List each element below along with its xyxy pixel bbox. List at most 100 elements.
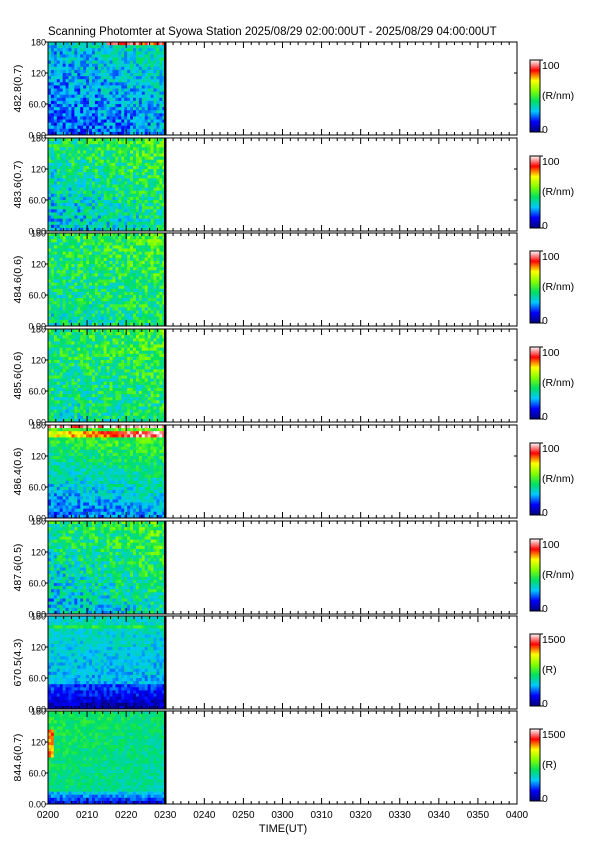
- heatmap-cell: [112, 251, 116, 256]
- heatmap-cell: [118, 387, 122, 392]
- heatmap-cell: [59, 57, 64, 61]
- heatmap-cell: [59, 356, 64, 361]
- heatmap-cell: [59, 159, 64, 164]
- heatmap-cell: [77, 128, 81, 133]
- heatmap-cell: [89, 409, 93, 414]
- heatmap-cell: [121, 57, 125, 61]
- heatmap-cell: [127, 387, 131, 392]
- heatmap-cell: [138, 221, 143, 226]
- heatmap-cell: [89, 233, 93, 237]
- heatmap-cell: [94, 344, 99, 348]
- heatmap-cell: [118, 400, 122, 404]
- heatmap-cell: [94, 412, 99, 417]
- heatmap-cell: [74, 227, 78, 232]
- heatmap-cell: [138, 110, 143, 114]
- heatmap-cell: [97, 212, 102, 216]
- heatmap-cell: [50, 372, 55, 376]
- heatmap-cell: [68, 116, 72, 120]
- heatmap-cell: [100, 175, 105, 179]
- heatmap-cell: [59, 45, 64, 49]
- heatmap-cell: [135, 406, 140, 410]
- heatmap-cell: [121, 203, 125, 207]
- heatmap-cell: [80, 267, 84, 271]
- heatmap-cell: [118, 122, 122, 127]
- heatmap-cell: [71, 301, 75, 305]
- heatmap-cell: [86, 141, 90, 145]
- heatmap-cell: [94, 203, 99, 207]
- heatmap-cell: [103, 181, 108, 185]
- heatmap-cell: [48, 224, 52, 229]
- heatmap-cell: [118, 69, 122, 74]
- heatmap-cell: [94, 57, 99, 61]
- heatmap-cell: [162, 79, 166, 83]
- heatmap-cell: [83, 113, 87, 117]
- heatmap-cell: [121, 360, 125, 364]
- heatmap-cell: [162, 322, 166, 327]
- heatmap-cell: [53, 141, 58, 145]
- heatmap-cell: [59, 310, 64, 314]
- heatmap-cell: [59, 418, 64, 423]
- heatmap-cell: [56, 409, 61, 414]
- heatmap-cell: [80, 412, 84, 417]
- heatmap-cell: [56, 119, 61, 123]
- heatmap-cell: [112, 193, 116, 198]
- heatmap-cell: [71, 51, 75, 55]
- heatmap-cell: [118, 224, 122, 229]
- heatmap-cell: [127, 378, 131, 383]
- heatmap-cell: [118, 128, 122, 133]
- heatmap-cell: [127, 242, 131, 246]
- heatmap-cell: [121, 316, 125, 321]
- heatmap-cell: [115, 150, 119, 154]
- heatmap-cell: [89, 372, 93, 376]
- heatmap-cell: [53, 193, 58, 198]
- heatmap-cell: [59, 329, 64, 333]
- heatmap-cell: [89, 304, 93, 308]
- heatmap-cell: [144, 150, 149, 154]
- heatmap-cell: [68, 242, 72, 246]
- heatmap-cell: [48, 119, 52, 123]
- heatmap-cell: [147, 285, 151, 290]
- heatmap-cell: [156, 181, 160, 185]
- heatmap-cell: [97, 236, 102, 240]
- heatmap-cell: [124, 353, 128, 358]
- heatmap-cell: [48, 282, 52, 287]
- heatmap-cell: [162, 307, 166, 311]
- heatmap-cell: [135, 66, 140, 71]
- heatmap-cell: [127, 69, 131, 74]
- heatmap-cell: [97, 85, 102, 89]
- heatmap-cell: [59, 313, 64, 318]
- heatmap-cell: [48, 110, 52, 114]
- heatmap-cell: [56, 85, 61, 89]
- heatmap-cell: [100, 206, 105, 210]
- heatmap-cell: [115, 310, 119, 314]
- heatmap-cell: [112, 270, 116, 274]
- heatmap-cell: [103, 175, 108, 179]
- heatmap-cell: [127, 128, 131, 133]
- heatmap-cell: [62, 113, 66, 117]
- heatmap-cell: [109, 184, 113, 188]
- heatmap-cell: [115, 181, 119, 185]
- heatmap-cell: [153, 245, 157, 249]
- heatmap-cell: [159, 113, 163, 117]
- heatmap-cell: [68, 138, 72, 142]
- heatmap-cell: [103, 288, 108, 293]
- heatmap-cell: [53, 128, 58, 133]
- heatmap-cell: [100, 169, 105, 173]
- heatmap-cell: [100, 159, 105, 164]
- heatmap-cell: [91, 329, 96, 333]
- heatmap-cell: [100, 316, 105, 321]
- heatmap-cell: [71, 181, 75, 185]
- heatmap-cell: [130, 394, 134, 398]
- heatmap-cell: [94, 178, 99, 182]
- heatmap-cell: [109, 245, 113, 249]
- heatmap-cell: [48, 193, 52, 198]
- heatmap-cell: [48, 366, 52, 370]
- heatmap-cell: [91, 233, 96, 237]
- heatmap-cell: [118, 212, 122, 216]
- heatmap-cell: [112, 156, 116, 161]
- heatmap-cell: [48, 378, 52, 383]
- heatmap-cell: [130, 316, 134, 321]
- heatmap-cell: [121, 153, 125, 157]
- heatmap-cell: [97, 301, 102, 305]
- heatmap-cell: [71, 236, 75, 240]
